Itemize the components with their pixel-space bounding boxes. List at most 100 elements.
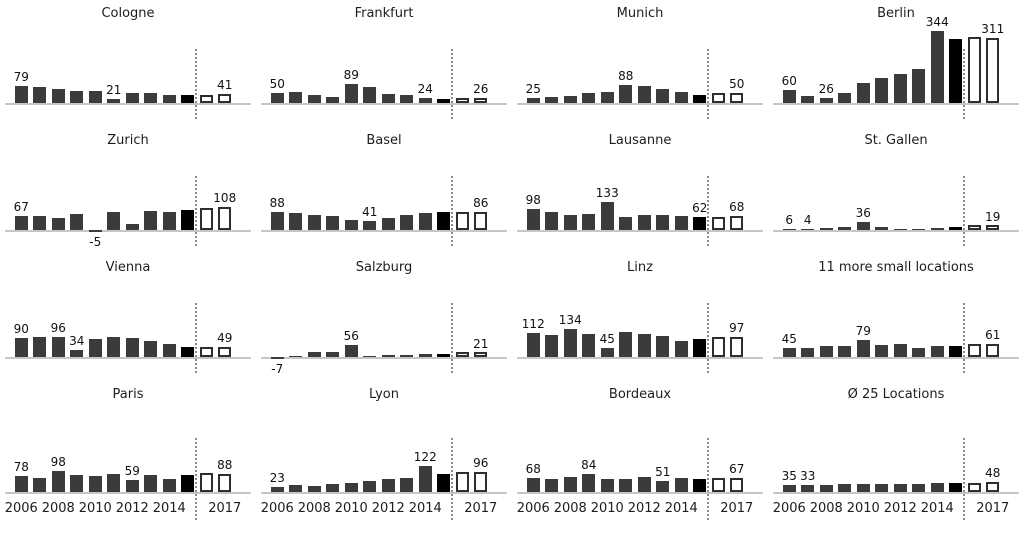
bar-2010	[856, 340, 870, 357]
chart-lyon: Lyon 23 122 96 2006 2008 2010 2012 2014 2017	[256, 381, 512, 534]
value-label: 67	[13, 199, 29, 214]
bar-2008	[819, 345, 833, 357]
bar-2015	[693, 478, 707, 492]
bar-2010	[88, 338, 102, 357]
bar-2007	[33, 337, 47, 357]
forecast-divider-dotted-line	[195, 303, 197, 373]
value-label: 84	[581, 458, 597, 473]
bar-2016	[967, 37, 981, 103]
bar-2015	[949, 227, 963, 230]
year-tick: 2012	[371, 501, 405, 516]
value-label: 88	[618, 68, 634, 83]
chart-11-more-small-locations: 11 more small locations 45 79 61	[768, 254, 1024, 381]
bar-2010	[344, 84, 358, 103]
bar-2014	[674, 341, 688, 357]
year-tick: 2008	[553, 501, 587, 516]
bar-2008	[51, 88, 65, 103]
chart-title: Lyon	[369, 387, 399, 402]
value-label: 79	[13, 70, 29, 85]
value-label: 45	[599, 331, 615, 346]
value-label: 6	[785, 212, 794, 227]
x-axis-line	[5, 357, 251, 359]
forecast-divider-dotted-line	[707, 176, 709, 246]
bar-2014	[162, 478, 176, 492]
bar-2015	[181, 209, 195, 230]
bar-2017	[986, 481, 1000, 492]
bar-2016	[711, 337, 725, 357]
bar-2013	[144, 93, 158, 103]
year-tick: 2006	[260, 501, 294, 516]
bar-2011	[875, 344, 889, 357]
bar-2016	[199, 94, 213, 103]
forecast-divider-dotted-line	[707, 438, 709, 520]
bar-2011	[875, 483, 889, 492]
value-label: 90	[13, 322, 29, 337]
bar-2014	[418, 97, 432, 103]
value-label: 97	[729, 320, 745, 335]
bar-2016	[711, 216, 725, 230]
bar-2014	[162, 94, 176, 103]
forecast-divider-dotted-line	[451, 176, 453, 246]
forecast-divider-dotted-line	[451, 49, 453, 119]
bar-2006	[270, 487, 284, 492]
bar-2006	[14, 86, 28, 103]
bar-2006	[526, 333, 540, 357]
value-label: 23	[269, 471, 285, 486]
bar-2014	[418, 354, 432, 357]
value-label: 86	[473, 195, 489, 210]
bar-2012	[637, 214, 651, 230]
bar-2017	[986, 344, 1000, 357]
value-label: 68	[525, 461, 541, 476]
bar-2011	[363, 355, 377, 357]
bar-2013	[400, 214, 414, 230]
bar-2012	[125, 338, 139, 357]
year-tick: 2012	[883, 501, 917, 516]
x-axis-line	[261, 103, 507, 105]
bar-2012	[381, 355, 395, 357]
value-label: 41	[362, 205, 378, 220]
bar-2012	[893, 343, 907, 357]
chart-berlin: Berlin 60 26 344 311	[768, 0, 1024, 127]
bar-2016	[455, 352, 469, 357]
bar-2007	[545, 334, 559, 357]
bar-2008	[51, 217, 65, 230]
bar-2008	[819, 97, 833, 103]
bar-2011	[875, 227, 889, 230]
bar-2015	[693, 338, 707, 357]
value-label: 78	[13, 459, 29, 474]
bar-2016	[967, 343, 981, 357]
x-axis-line	[517, 492, 763, 494]
bar-2016	[711, 478, 725, 492]
chart-title: Zurich	[107, 133, 149, 148]
bar-2012	[637, 477, 651, 492]
bar-2016	[967, 482, 981, 492]
bar-2013	[656, 88, 670, 103]
bar-2015	[437, 353, 451, 357]
bar-2012	[125, 479, 139, 492]
x-axis-line	[517, 103, 763, 105]
value-label: 96	[473, 455, 489, 470]
year-tick: 2008	[297, 501, 331, 516]
year-tick: 2010	[334, 501, 368, 516]
year-tick: 2014	[920, 501, 954, 516]
bar-2017	[474, 352, 488, 357]
value-label: 35	[781, 468, 797, 483]
value-label: 4	[803, 212, 812, 227]
bar-2010	[856, 484, 870, 492]
bar-2017	[474, 471, 488, 492]
value-label: 79	[855, 324, 871, 339]
bar-2016	[967, 225, 981, 230]
bar-2017	[218, 94, 232, 103]
bar-2008	[819, 484, 833, 492]
forecast-divider-dotted-line	[451, 303, 453, 373]
bar-2012	[637, 85, 651, 103]
value-label: -7	[271, 361, 284, 376]
bar-2009	[582, 214, 596, 230]
bar-2012	[381, 218, 395, 230]
bar-2016	[711, 92, 725, 103]
value-label: 45	[781, 331, 797, 346]
bar-2011	[619, 216, 633, 230]
bar-2010	[600, 91, 614, 103]
value-label: 49	[217, 330, 233, 345]
bar-2006	[526, 209, 540, 230]
